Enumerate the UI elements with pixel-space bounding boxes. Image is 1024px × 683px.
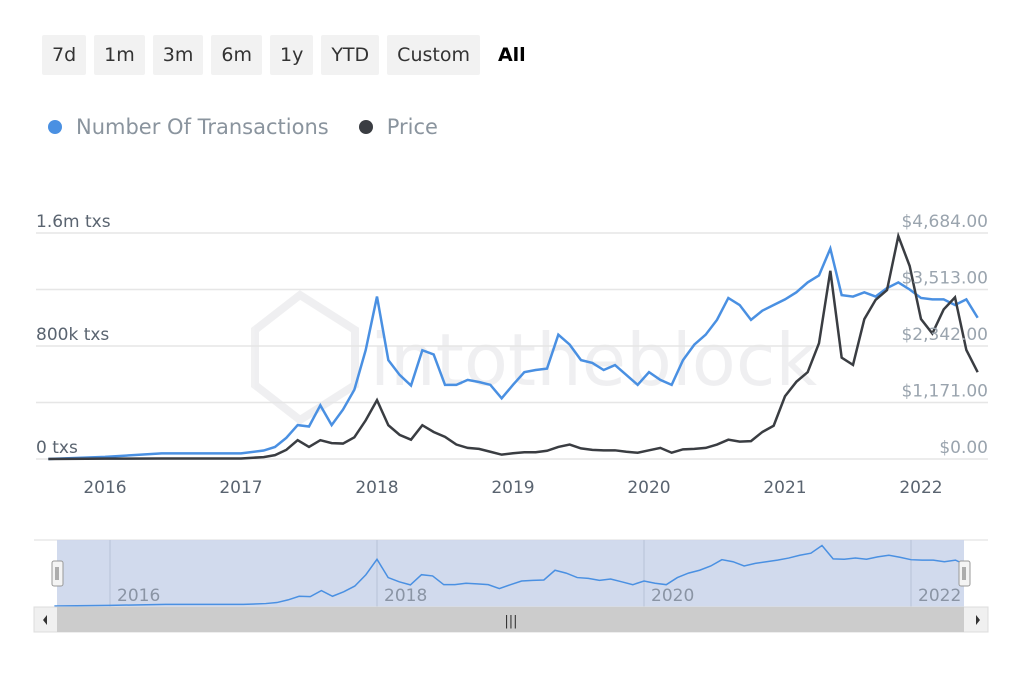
- series-dot-icon: [358, 120, 373, 134]
- left-axis-tick: 1.6m txs: [36, 212, 111, 232]
- right-axis-tick: $1,171.00: [901, 382, 988, 402]
- range-all-button[interactable]: All: [497, 44, 526, 66]
- right-axis-tick: $0.00: [939, 438, 988, 458]
- x-axis-tick: 2022: [899, 478, 942, 498]
- scrollbar-grip-icon: |||: [504, 614, 517, 629]
- x-axis-tick: 2018: [355, 478, 398, 498]
- watermark-text: intotheblock: [370, 318, 817, 402]
- left-axis-tick: 0 txs: [36, 438, 78, 458]
- left-axis-tick: 800k txs: [36, 325, 109, 345]
- range-6m-button[interactable]: 6m: [211, 35, 262, 75]
- x-axis-tick: 2017: [219, 478, 262, 498]
- x-axis-tick: 2020: [627, 478, 670, 498]
- navigator-tick: 2016: [117, 586, 160, 606]
- range-ytd-button[interactable]: YTD: [321, 35, 380, 75]
- legend: Number Of Transactions Price: [48, 115, 438, 139]
- legend-label: Price: [386, 115, 438, 139]
- x-axis-tick: 2021: [763, 478, 806, 498]
- x-axis-tick: 2019: [491, 478, 534, 498]
- navigator-tick: 2018: [384, 586, 427, 606]
- range-selector: 7d 1m 3m 6m 1y YTD Custom All: [42, 35, 536, 75]
- transactions-line: [48, 244, 979, 461]
- navigator-tick: 2022: [918, 586, 961, 606]
- legend-item-price[interactable]: Price: [358, 115, 438, 139]
- scroll-left-arrow-icon[interactable]: [43, 615, 47, 625]
- scroll-right-arrow-icon[interactable]: [976, 615, 980, 625]
- legend-label: Number Of Transactions: [76, 115, 329, 139]
- right-axis-tick: $4,684.00: [901, 212, 988, 232]
- range-3m-button[interactable]: 3m: [152, 35, 204, 75]
- watermark-logo: intotheblock: [251, 290, 817, 425]
- navigator-series-line: [54, 544, 967, 607]
- range-custom-button[interactable]: Custom: [387, 35, 480, 75]
- navigator-selection[interactable]: [57, 540, 964, 607]
- range-7d-button[interactable]: 7d: [42, 35, 87, 75]
- range-1y-button[interactable]: 1y: [269, 35, 314, 75]
- scrollbar-thumb[interactable]: [57, 607, 964, 632]
- right-axis-tick: $3,513.00: [901, 269, 988, 289]
- navigator[interactable]: 2016 2018 2020 2022 |||: [33, 539, 989, 633]
- price-line: [48, 231, 979, 461]
- navigator-tick: 2020: [651, 586, 694, 606]
- legend-item-transactions[interactable]: Number Of Transactions: [48, 115, 329, 139]
- right-axis-tick: $2,342.00: [901, 325, 988, 345]
- series-dot-icon: [48, 120, 62, 134]
- x-axis-tick: 2016: [83, 478, 126, 498]
- range-1m-button[interactable]: 1m: [94, 35, 145, 75]
